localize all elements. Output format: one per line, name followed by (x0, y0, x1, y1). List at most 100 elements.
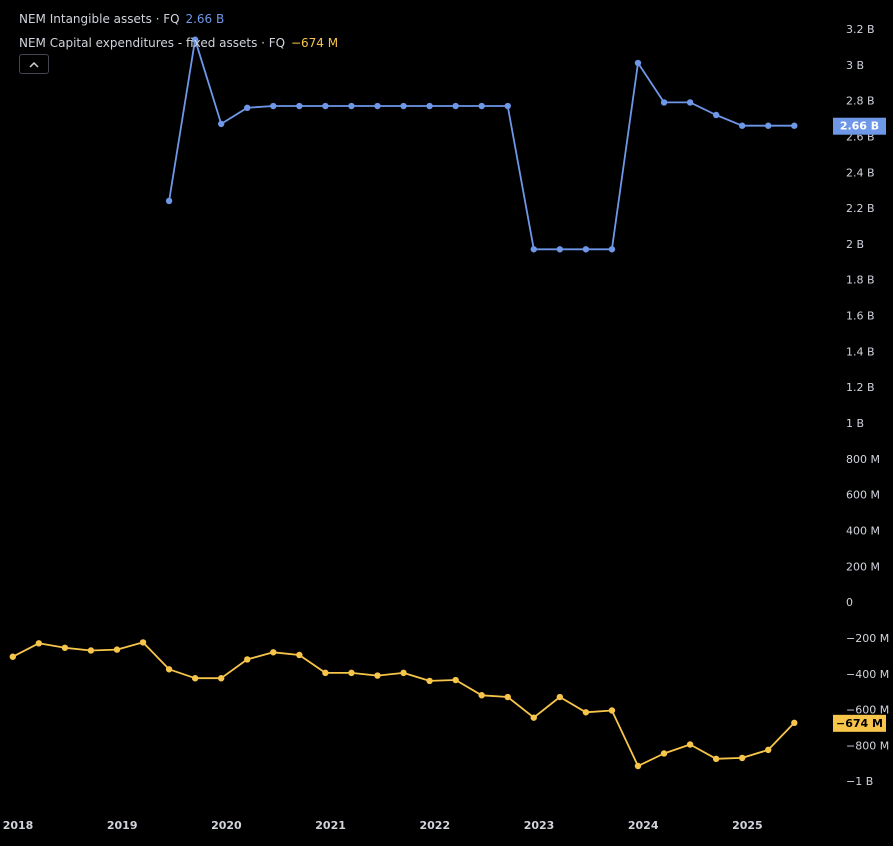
data-point[interactable] (87, 647, 95, 654)
series-line-1 (168, 38, 795, 251)
data-point[interactable] (556, 693, 564, 701)
y-tick-label: 1.8 B (846, 274, 875, 287)
data-point[interactable] (217, 120, 225, 128)
y-tick-label: 1.4 B (846, 345, 875, 358)
data-point[interactable] (426, 102, 433, 110)
y-tick-label: 400 M (846, 524, 880, 537)
plot-area (9, 36, 798, 770)
data-point[interactable] (139, 639, 147, 646)
x-tick-label: 2025 (732, 819, 763, 832)
data-point[interactable] (712, 111, 720, 119)
data-point[interactable] (165, 197, 173, 205)
data-point[interactable] (244, 656, 251, 663)
data-point[interactable] (165, 666, 173, 673)
data-point[interactable] (582, 709, 590, 716)
last-value-badge-2 (833, 714, 886, 732)
last-value-label-1: 2.66 B (840, 120, 879, 133)
y-tick-label: 1 B (846, 417, 864, 430)
data-point[interactable] (270, 102, 277, 110)
y-tick-label: 2.4 B (846, 166, 875, 179)
legend-intangible-assets[interactable]: NEM Intangible assets · FQ 2.66 B (19, 7, 338, 31)
x-axis: 2018 2019 2020 2021 2022 2023 2024 2025 (3, 819, 763, 832)
data-point[interactable] (738, 754, 746, 762)
y-tick-label: 0 (846, 596, 853, 609)
last-value-badge-1 (833, 117, 886, 135)
data-point[interactable] (530, 246, 537, 253)
data-point[interactable] (322, 669, 329, 677)
data-point[interactable] (452, 676, 459, 684)
data-point[interactable] (765, 122, 772, 129)
y-tick-label: 3.2 B (846, 23, 875, 36)
data-point[interactable] (712, 755, 720, 763)
data-point[interactable] (530, 714, 537, 721)
legend-capital-expenditures[interactable]: NEM Capital expenditures - fixed assets … (19, 31, 338, 55)
series-line-2 (12, 641, 795, 767)
data-point[interactable] (765, 746, 772, 754)
last-value-label-2: −674 M (836, 717, 883, 730)
data-point[interactable] (504, 693, 511, 701)
legend-series1-value: 2.66 B (185, 12, 225, 26)
data-point[interactable] (400, 102, 407, 110)
y-tick-label: 800 M (846, 453, 880, 466)
data-point[interactable] (9, 653, 16, 660)
data-point[interactable] (478, 102, 485, 110)
data-point[interactable] (660, 750, 668, 757)
y-tick-label: 600 M (846, 489, 880, 502)
x-tick-label: 2024 (628, 819, 659, 832)
data-point[interactable] (608, 707, 616, 714)
last-value-badges: 2.66 B −674 M (833, 117, 886, 732)
legend-series2-value: −674 M (290, 36, 339, 50)
data-point[interactable] (217, 675, 225, 682)
data-point[interactable] (296, 102, 303, 110)
y-tick-label: 2 B (846, 238, 864, 251)
data-point[interactable] (400, 669, 407, 677)
y-tick-label: −800 M (846, 739, 889, 752)
data-point[interactable] (791, 122, 798, 129)
data-point[interactable] (791, 719, 798, 727)
y-tick-label: 2.2 B (846, 202, 875, 215)
data-point[interactable] (244, 104, 251, 112)
data-point[interactable] (296, 651, 303, 659)
data-point[interactable] (504, 102, 511, 110)
data-point[interactable] (686, 99, 694, 106)
data-point[interactable] (191, 36, 199, 43)
x-tick-label: 2021 (315, 819, 346, 832)
data-point[interactable] (660, 99, 668, 106)
x-tick-label: 2018 (3, 819, 34, 832)
data-point[interactable] (348, 102, 355, 110)
y-tick-label: 1.6 B (846, 310, 875, 323)
y-axis: 3.2 B3 B2.8 B2.6 B2.4 B2.2 B2 B1.8 B1.6 … (846, 23, 889, 788)
data-point[interactable] (478, 692, 485, 699)
collapse-legend-button[interactable] (19, 54, 49, 74)
data-point[interactable] (608, 246, 616, 253)
y-tick-label: −400 M (846, 668, 889, 681)
chart-legend: NEM Intangible assets · FQ 2.66 B NEM Ca… (19, 7, 338, 55)
data-point[interactable] (348, 669, 355, 677)
legend-series2-label: NEM Capital expenditures - fixed assets … (19, 36, 286, 50)
chevron-up-icon (29, 61, 39, 68)
data-point[interactable] (374, 102, 381, 110)
legend-series1-label: NEM Intangible assets · FQ (19, 12, 180, 26)
data-point[interactable] (634, 762, 642, 770)
data-point[interactable] (556, 246, 564, 253)
y-tick-label: 2.8 B (846, 95, 875, 108)
data-point[interactable] (452, 102, 459, 110)
data-point[interactable] (582, 246, 590, 253)
data-point[interactable] (61, 644, 69, 651)
data-point[interactable] (270, 649, 277, 656)
x-tick-label: 2022 (419, 819, 450, 832)
y-tick-label: −1 B (846, 775, 873, 788)
x-tick-label: 2019 (107, 819, 138, 832)
data-point[interactable] (738, 122, 746, 129)
y-tick-label: −600 M (846, 704, 889, 717)
data-point[interactable] (113, 646, 121, 653)
data-point[interactable] (686, 741, 694, 748)
data-point[interactable] (374, 672, 381, 679)
data-point[interactable] (35, 640, 43, 647)
x-tick-label: 2020 (211, 819, 242, 832)
data-point[interactable] (426, 677, 433, 685)
x-tick-label: 2023 (524, 819, 555, 832)
data-point[interactable] (634, 59, 642, 67)
data-point[interactable] (191, 675, 199, 682)
data-point[interactable] (322, 102, 329, 110)
